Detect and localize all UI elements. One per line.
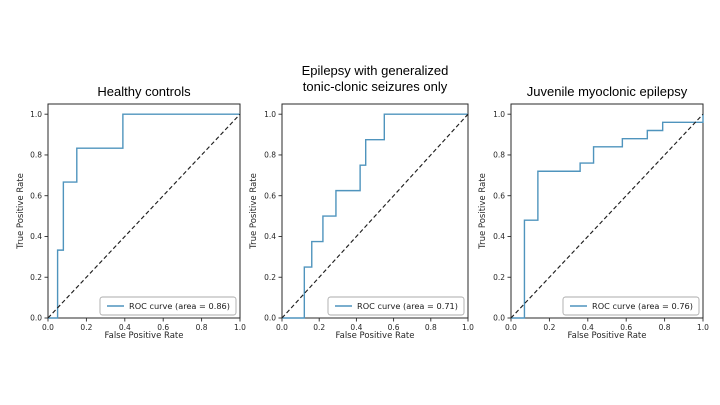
axes-box [47,103,241,319]
y-axis-label: True Positive Rate [478,173,488,249]
y-tick-label: 0.8 [493,151,505,160]
y-tick-label: 0.0 [30,314,42,323]
y-tick-label: 0.4 [30,232,42,241]
legend-label: ROC curve (area = 0.86) [129,301,230,311]
x-tick-label: 0.0 [276,323,288,332]
x-tick-label: 1.0 [462,323,474,332]
y-tick-label: 0.8 [30,151,42,160]
x-tick-label: 0.6 [157,323,169,332]
chart-title-epilepsy-gtcs: Epilepsy with generalized tonic-clonic s… [301,63,449,94]
x-tick-label: 1.0 [234,323,246,332]
x-tick-label: 0.8 [196,323,208,332]
chance-diagonal-line [510,113,704,319]
roc-subplot-1: 0.0 0.2 0.4 0.6 0.8 1.0 0.0 0.2 0.4 0.6 0.8 1.0 ROC … [30,103,246,332]
roc-curve-line [282,113,468,319]
x-tick-label: 0.8 [425,323,437,332]
y-tick-label: 0.0 [493,314,505,323]
x-tick-label: 0.2 [543,323,555,332]
y-tick-label: 0.4 [493,232,505,241]
x-tick-label: 0.4 [119,323,131,332]
y-tick-label: 0.6 [30,191,42,200]
y-tick-label: 0.2 [264,273,276,282]
legend-box [327,296,465,316]
y-tick-label: 1.0 [30,110,42,119]
chance-diagonal-line [281,113,469,319]
x-tick-label: 0.0 [505,323,517,332]
legend-label: ROC curve (area = 0.76) [592,301,693,311]
x-axis-label: False Positive Rate [567,331,647,341]
x-tick-label: 1.0 [697,323,709,332]
chart-title-juvenile-myoclonic: Juvenile myoclonic epilepsy [526,84,688,99]
y-axis-label: True Positive Rate [16,173,26,249]
y-tick-label: 0.8 [264,151,276,160]
y-tick-label: 1.0 [264,110,276,119]
roc-curve-line [511,114,704,319]
y-tick-label: 0.4 [264,232,276,241]
y-tick-label: 0.2 [493,273,505,282]
y-tick-label: 0.0 [264,314,276,323]
x-tick-label: 0.4 [350,323,362,332]
axes-box [281,103,469,319]
x-tick-label: 0.0 [42,323,54,332]
y-tick-label: 0.6 [493,191,505,200]
legend-label: ROC curve (area = 0.71) [357,301,458,311]
y-tick-label: 1.0 [493,110,505,119]
roc-curve-line [48,113,240,319]
x-tick-label: 0.2 [80,323,92,332]
y-tick-label: 0.2 [30,273,42,282]
x-axis-label: False Positive Rate [335,331,415,341]
chance-diagonal-line [47,113,241,319]
legend-box [99,296,237,316]
x-axis-label: False Positive Rate [104,331,184,341]
x-tick-label: 0.6 [620,323,632,332]
roc-subplot-2: 0.0 0.2 0.4 0.6 0.8 1.0 0.0 0.2 0.4 0.6 0.8 1.0 ROC … [264,103,474,332]
y-tick-label: 0.6 [264,191,276,200]
chart-title-healthy-controls: Healthy controls [97,84,191,99]
x-tick-label: 0.8 [659,323,671,332]
roc-subplot-3: 0.0 0.2 0.4 0.6 0.8 1.0 0.0 0.2 0.4 0.6 0.8 1.0 ROC … [493,103,709,332]
x-tick-label: 0.2 [313,323,325,332]
y-axis-label: True Positive Rate [249,173,259,249]
legend-box [562,296,700,316]
axes-box [510,103,704,319]
x-tick-label: 0.6 [388,323,400,332]
x-tick-label: 0.4 [582,323,594,332]
